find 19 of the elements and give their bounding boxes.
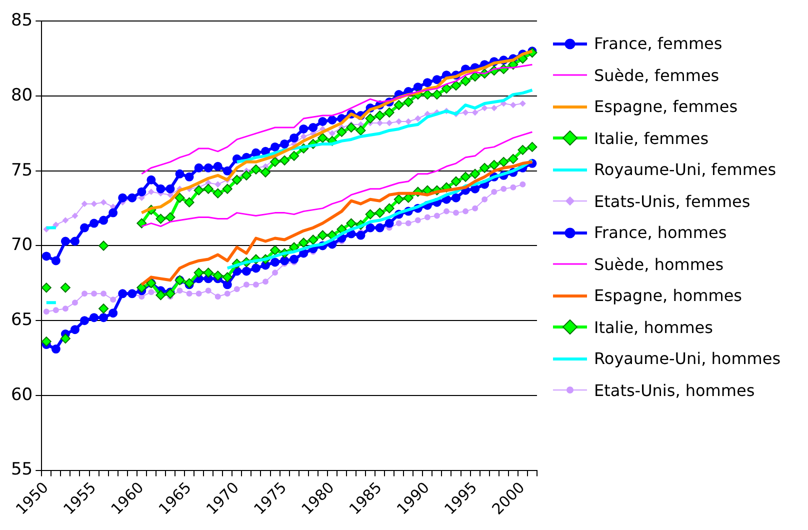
y-tick-label: 60 <box>10 384 33 405</box>
y-tick-label: 70 <box>10 235 33 256</box>
legend-label: Suède, hommes <box>594 254 724 274</box>
legend-label: Royaume-Uni, femmes <box>594 160 776 180</box>
legend-label: France, femmes <box>594 34 722 54</box>
y-tick-label: 55 <box>10 460 33 480</box>
legend-label: Suède, femmes <box>594 66 720 85</box>
y-tick-label: 80 <box>10 85 33 106</box>
y-tick-label: 75 <box>10 160 33 180</box>
legend-label: France, hommes <box>594 223 727 242</box>
legend-label: Etats-Unis, hommes <box>594 380 755 400</box>
y-tick-label: 65 <box>10 310 33 330</box>
legend-label: Espagne, femmes <box>594 97 738 116</box>
legend-label: Italie, hommes <box>594 318 713 337</box>
y-tick-label: 85 <box>10 10 33 31</box>
legend-label: Italie, femmes <box>594 128 709 148</box>
legend-label: Etats-Unis, femmes <box>594 192 750 211</box>
legend-label: Espagne, hommes <box>594 286 742 306</box>
legend-label: Royaume-Uni, hommes <box>594 349 781 368</box>
